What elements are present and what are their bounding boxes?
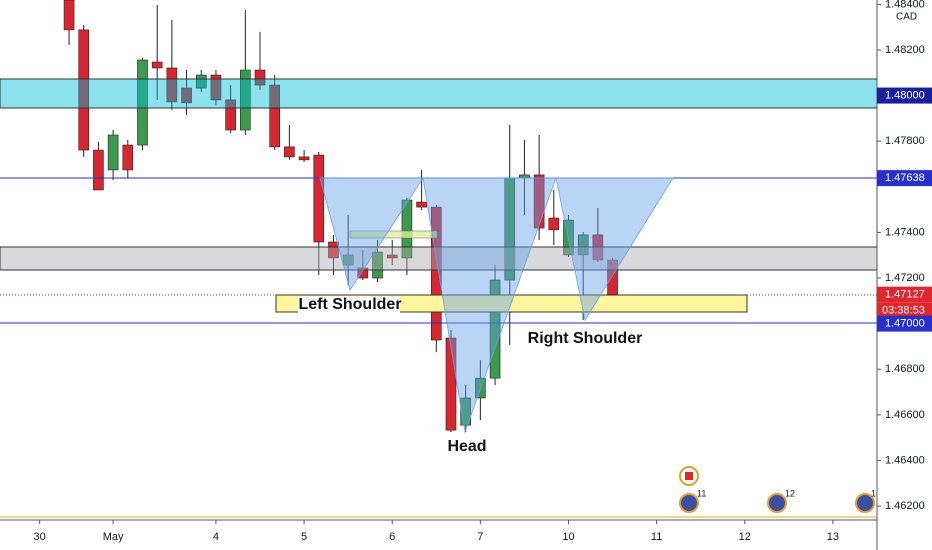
y-tick-label: 1.46600 xyxy=(885,409,925,421)
annotation: Left Shoulder xyxy=(298,296,401,313)
candle-body xyxy=(489,279,501,379)
candle-body xyxy=(122,144,134,171)
time-axis xyxy=(0,520,877,550)
supply-zone xyxy=(0,78,878,109)
candle-body xyxy=(225,99,236,131)
price-badge-label: 1.48000 xyxy=(885,89,925,101)
candle-body xyxy=(342,254,354,266)
x-tick-label: 30 xyxy=(34,531,46,543)
price-badge xyxy=(877,170,932,187)
y-tick-label: 1.47800 xyxy=(885,135,925,147)
event-flag-icon xyxy=(685,472,693,480)
candle-body xyxy=(416,201,427,208)
candle-body xyxy=(284,146,295,158)
x-tick-label: 12 xyxy=(739,531,751,543)
event[interactable] xyxy=(855,493,875,513)
candle-body xyxy=(401,199,413,259)
candle-body xyxy=(328,241,339,259)
candle-body xyxy=(548,217,560,231)
countdown-badge xyxy=(877,302,932,319)
y-tick-label: 1.48400 xyxy=(885,0,925,10)
candle-body xyxy=(445,337,457,431)
price-badge xyxy=(877,286,932,303)
x-tick-label: 7 xyxy=(477,531,483,543)
y-tick-label: 1.46200 xyxy=(885,500,925,512)
candle-body xyxy=(254,69,266,86)
x-tick-label: 4 xyxy=(213,531,219,543)
event-count: 11 xyxy=(697,488,706,498)
y-tick-label: 1.47400 xyxy=(885,226,925,238)
candle-body xyxy=(269,84,281,148)
candle-body xyxy=(577,234,589,256)
price-badge-label: 1.47127 xyxy=(885,289,925,301)
y-tick-label: 1.47200 xyxy=(885,272,925,284)
y-tick-label: 1.48200 xyxy=(885,44,925,56)
event-count: 10 xyxy=(871,488,881,498)
price-badge-label: 1.47638 xyxy=(885,172,925,184)
candle-body xyxy=(210,74,222,101)
x-tick-label: 13 xyxy=(827,531,839,543)
candle-body xyxy=(240,69,251,131)
x-tick-label: 11 xyxy=(651,531,662,543)
candle-body xyxy=(357,267,369,279)
candle-body xyxy=(430,206,442,341)
small-zone xyxy=(349,230,438,239)
candle-body xyxy=(533,174,545,229)
price-badge-label: 1.47000 xyxy=(885,318,925,330)
candle-body xyxy=(372,251,383,279)
candle-body xyxy=(137,59,148,146)
x-tick-label: 5 xyxy=(301,531,307,543)
candle-body xyxy=(151,61,163,69)
x-tick-label: 10 xyxy=(562,531,574,543)
annotation: Right Shoulder xyxy=(528,330,643,347)
event[interactable] xyxy=(767,493,787,513)
candle-body xyxy=(460,397,471,426)
head-triangle xyxy=(422,177,557,434)
currency-label: CAD xyxy=(896,12,917,23)
x-tick-label: May xyxy=(103,531,124,543)
right-shoulder-triangle xyxy=(555,177,674,322)
event-count: 12 xyxy=(785,488,795,498)
x-tick-label: 6 xyxy=(389,531,395,543)
candle-body xyxy=(519,174,530,179)
y-tick-label: 1.46400 xyxy=(885,454,925,466)
candle-body xyxy=(107,134,119,171)
y-tick-label: 1.46800 xyxy=(885,363,925,375)
candle-body xyxy=(63,0,75,31)
left-shoulder-triangle xyxy=(319,177,424,292)
label-bg xyxy=(298,296,400,313)
candle-body xyxy=(313,154,325,243)
price-badge xyxy=(877,87,932,104)
candle-body xyxy=(298,156,310,161)
countdown: 03:38:53 xyxy=(882,305,925,317)
candle-body xyxy=(195,74,207,89)
annotation: Head xyxy=(447,438,486,455)
candle-body xyxy=(93,149,104,191)
candle-body xyxy=(386,254,398,259)
event[interactable] xyxy=(679,493,699,513)
candle-body xyxy=(78,29,90,151)
candle-body xyxy=(181,87,192,104)
candle-body xyxy=(166,67,178,103)
candles xyxy=(63,0,618,432)
price-badge xyxy=(877,315,932,332)
